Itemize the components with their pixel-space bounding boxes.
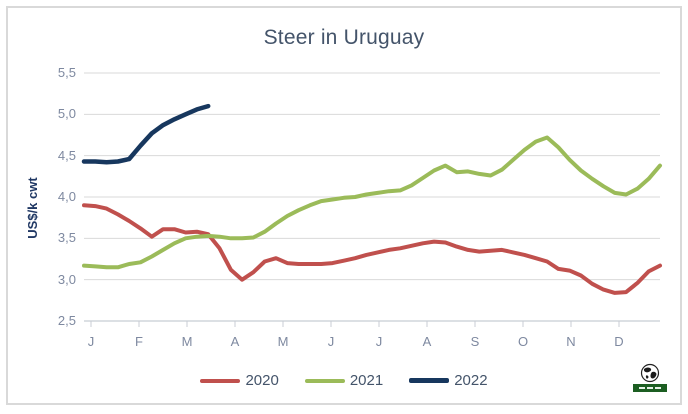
legend-label: 2021 (349, 372, 384, 389)
x-tick-label: M (277, 334, 289, 349)
x-tick-label: D (614, 334, 624, 349)
legend-label: 2020 (245, 372, 279, 389)
logo-banner (633, 384, 667, 392)
y-tick-label: 4,0 (57, 189, 76, 204)
y-tick-label: 5,5 (57, 65, 76, 80)
x-tick-label: F (135, 334, 143, 349)
globe-icon (640, 363, 660, 383)
x-tick-label: A (230, 334, 240, 349)
y-tick-label: 4,5 (57, 148, 76, 163)
series-line-2020 (82, 203, 662, 295)
x-tick-label: S (470, 334, 480, 349)
x-tick-label: J (327, 334, 335, 349)
logo (632, 363, 668, 395)
legend-swatch-2022 (409, 378, 450, 383)
x-tick-label: M (181, 334, 193, 349)
x-tick-label: J (375, 334, 383, 349)
x-tick-label: A (422, 334, 432, 349)
y-axis-title: US$/k cwt (25, 177, 40, 239)
series-line-2022 (81, 103, 211, 165)
x-tick-label: J (87, 334, 95, 349)
legend: 2020 2021 2022 (0, 372, 688, 389)
legend-swatch-2021 (304, 378, 345, 383)
x-tick-label: N (566, 334, 576, 349)
legend-item-2022: 2022 (409, 372, 488, 389)
chart-title: Steer in Uruguay (263, 26, 425, 49)
y-tick-label: 2,5 (57, 313, 76, 328)
y-tick-label: 5,0 (57, 106, 76, 121)
y-tick-label: 3,5 (57, 230, 76, 245)
x-tick-label: O (517, 334, 529, 349)
legend-swatch-2020 (200, 378, 241, 383)
x-axis-labels: J F M A M J J A S O N D (67, 334, 643, 349)
legend-item-2020: 2020 (200, 372, 279, 389)
legend-item-2021: 2021 (304, 372, 384, 389)
plot-area (81, 72, 662, 327)
y-tick-label: 3,0 (57, 272, 76, 287)
series-line-2021 (82, 135, 662, 270)
legend-label: 2022 (454, 372, 488, 389)
